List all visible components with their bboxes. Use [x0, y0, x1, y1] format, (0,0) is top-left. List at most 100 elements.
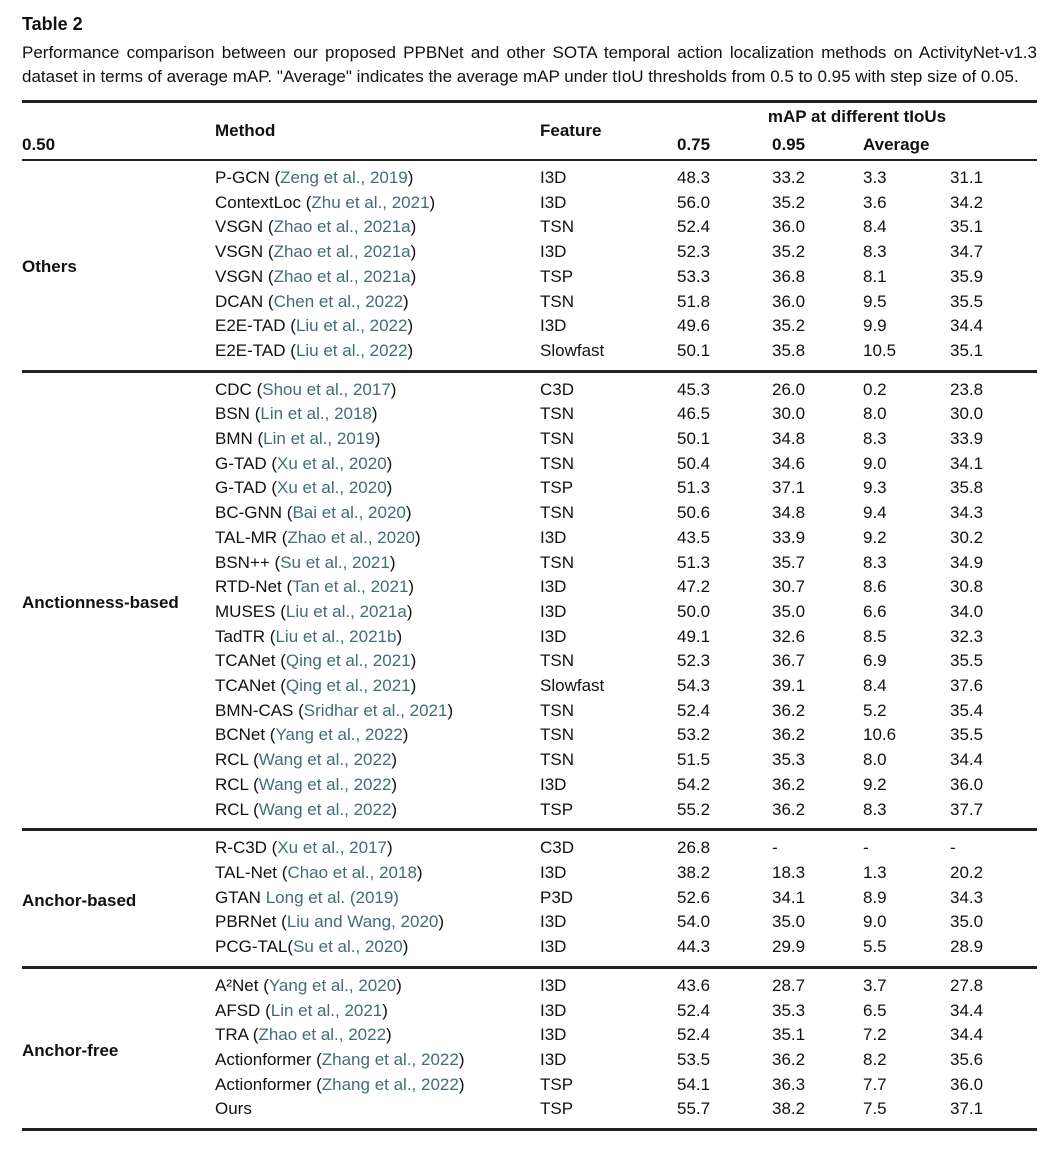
method-name: ContextLoc: [215, 192, 301, 212]
citation-close-paren: ): [390, 379, 397, 399]
feature-cell: I3D: [540, 577, 567, 597]
citation-link[interactable]: Wang et al., 2022: [258, 799, 392, 819]
map-value-average: 34.1: [950, 453, 984, 473]
citation-link[interactable]: Yang et al., 2020: [268, 975, 397, 995]
citation-close-paren: ): [386, 478, 393, 498]
table-row: GTAN Long et al. (2019) P3D 52.6 34.1 8.9 34.…: [22, 886, 1037, 911]
method-cell: BMN-CAS (Sridhar et al., 2021): [215, 699, 540, 724]
map-value-095: 3.3: [863, 168, 887, 187]
citation-link[interactable]: Liu et al., 2021b: [275, 626, 397, 646]
map-value-095: 5.5: [863, 937, 887, 957]
table-row: E2E-TAD (Liu et al., 2022) I3D 49.6 35.2 9.9…: [22, 314, 1037, 339]
citation-link[interactable]: Bai et al., 2020: [292, 503, 406, 523]
map-value-050: 50.4: [677, 453, 711, 473]
citation-open-paren: (: [311, 1074, 322, 1094]
citation-link[interactable]: Lin et al., 2018: [260, 404, 372, 424]
map-value-095: 9.9: [863, 316, 887, 336]
map-value-average: 34.4: [950, 750, 984, 770]
citation-close-paren: ): [405, 503, 412, 523]
table-row: Ours TSP 55.7 38.2 7.5 37.1: [22, 1097, 1037, 1129]
method-group-anchor-based: Anchor-based R-C3D (Xu et al., 2017) C3D 26…: [22, 829, 1038, 968]
citation-link[interactable]: Zhao et al., 2020: [287, 527, 415, 547]
group-label: Others: [22, 257, 77, 277]
citation-link[interactable]: Liu and Wang, 2020: [286, 912, 439, 932]
method-cell: Actionformer (Zhang et al., 2022): [215, 1048, 540, 1073]
citation-link[interactable]: Tan et al., 2021: [292, 577, 409, 597]
citation-link[interactable]: Wang et al., 2022: [258, 750, 392, 770]
tiou-header-075: 0.75: [677, 134, 711, 154]
map-value-095: 8.3: [863, 242, 887, 262]
citation-link[interactable]: Xu et al., 2020: [277, 478, 387, 498]
citation-open-paren: (: [277, 862, 288, 882]
citation-link[interactable]: Sridhar et al., 2021: [303, 700, 448, 720]
citation-link[interactable]: Yang et al., 2022: [275, 725, 403, 745]
table-row: G-TAD (Xu et al., 2020) TSN 50.4 34.6 9.0 34.…: [22, 452, 1037, 477]
citation-link[interactable]: Zhao et al., 2021a: [273, 217, 411, 237]
citation-open-paren: (: [266, 478, 278, 498]
citation-close-paren: ): [458, 1074, 465, 1094]
citation-link[interactable]: Chao et al., 2018: [287, 862, 417, 882]
map-value-095: 6.5: [863, 1000, 887, 1020]
feature-cell: C3D: [540, 379, 575, 399]
table-row: TadTR (Liu et al., 2021b) I3D 49.1 32.6 8.5 3…: [22, 625, 1037, 650]
citation-link[interactable]: Lin et al., 2019: [263, 429, 375, 449]
feature-cell: I3D: [540, 1049, 567, 1069]
method-name: MUSES: [215, 601, 276, 621]
citation-link[interactable]: Zhang et al., 2022: [321, 1074, 459, 1094]
map-value-075: 37.1: [772, 478, 806, 498]
citation-open-paren: (: [269, 168, 281, 187]
citation-link[interactable]: Xu et al., 2020: [277, 453, 387, 473]
citation-link[interactable]: Long et al. (2019): [265, 887, 399, 907]
map-value-average: -: [950, 838, 956, 858]
map-value-050: 54.0: [677, 912, 711, 932]
method-name: R-C3D: [215, 838, 267, 858]
citation-link[interactable]: Shou et al., 2017: [262, 379, 391, 399]
map-value-075: 32.6: [772, 626, 806, 646]
feature-cell: I3D: [540, 168, 567, 187]
feature-cell: Slowfast: [540, 676, 605, 696]
map-value-075: 36.2: [772, 700, 806, 720]
method-name: BSN: [215, 404, 250, 424]
citation-link[interactable]: Xu et al., 2017: [277, 838, 387, 858]
map-value-average: 35.6: [950, 1049, 984, 1069]
citation-link[interactable]: Zhao et al., 2022: [258, 1025, 387, 1045]
table-row: BSN (Lin et al., 2018) TSN 46.5 30.0 8.0 30.0: [22, 402, 1037, 427]
map-value-075: 35.3: [772, 750, 806, 770]
citation-link[interactable]: Liu et al., 2022: [295, 316, 408, 336]
map-value-050: 50.1: [677, 340, 711, 360]
citation-close-paren: ): [410, 651, 417, 671]
map-value-050: 55.7: [677, 1099, 711, 1119]
map-value-075: 26.0: [772, 379, 806, 399]
map-value-050: 47.2: [677, 577, 711, 597]
feature-cell: I3D: [540, 912, 567, 932]
map-value-average: 34.9: [950, 552, 984, 572]
citation-link[interactable]: Zhao et al., 2021a: [273, 266, 411, 286]
method-name: E2E-TAD: [215, 340, 286, 360]
citation-link[interactable]: Qing et al., 2021: [285, 651, 411, 671]
citation-link[interactable]: Su et al., 2020: [293, 937, 403, 957]
citation-link[interactable]: Zhang et al., 2022: [321, 1049, 459, 1069]
citation-link[interactable]: Qing et al., 2021: [285, 676, 411, 696]
citation-link[interactable]: Zhu et al., 2021: [311, 192, 430, 212]
citation-close-paren: ): [391, 774, 398, 794]
feature-column-header: Feature: [540, 121, 602, 140]
citation-open-paren: (: [248, 799, 259, 819]
citation-close-paren: ): [386, 1025, 392, 1045]
map-value-average: 36.0: [950, 1074, 984, 1094]
method-name: PCG-TAL: [215, 937, 288, 957]
citation-close-paren: ): [371, 404, 378, 424]
citation-link[interactable]: Su et al., 2021: [280, 552, 390, 572]
map-value-095: 10.5: [863, 340, 897, 360]
citation-link[interactable]: Chen et al., 2022: [273, 291, 404, 311]
citation-link[interactable]: Zhao et al., 2021a: [273, 242, 411, 262]
feature-cell: TSP: [540, 1074, 574, 1094]
citation-link[interactable]: Zeng et al., 2019: [280, 168, 408, 187]
table-row: E2E-TAD (Liu et al., 2022) Slowfast 50.1 35…: [22, 339, 1037, 371]
method-name: TCANet: [215, 651, 276, 671]
map-value-average: 34.0: [950, 601, 984, 621]
citation-link[interactable]: Liu et al., 2022: [295, 340, 408, 360]
citation-link[interactable]: Liu et al., 2021a: [285, 601, 407, 621]
method-name: RCL: [215, 774, 249, 794]
citation-link[interactable]: Lin et al., 2021: [270, 1000, 383, 1020]
citation-link[interactable]: Wang et al., 2022: [258, 774, 392, 794]
